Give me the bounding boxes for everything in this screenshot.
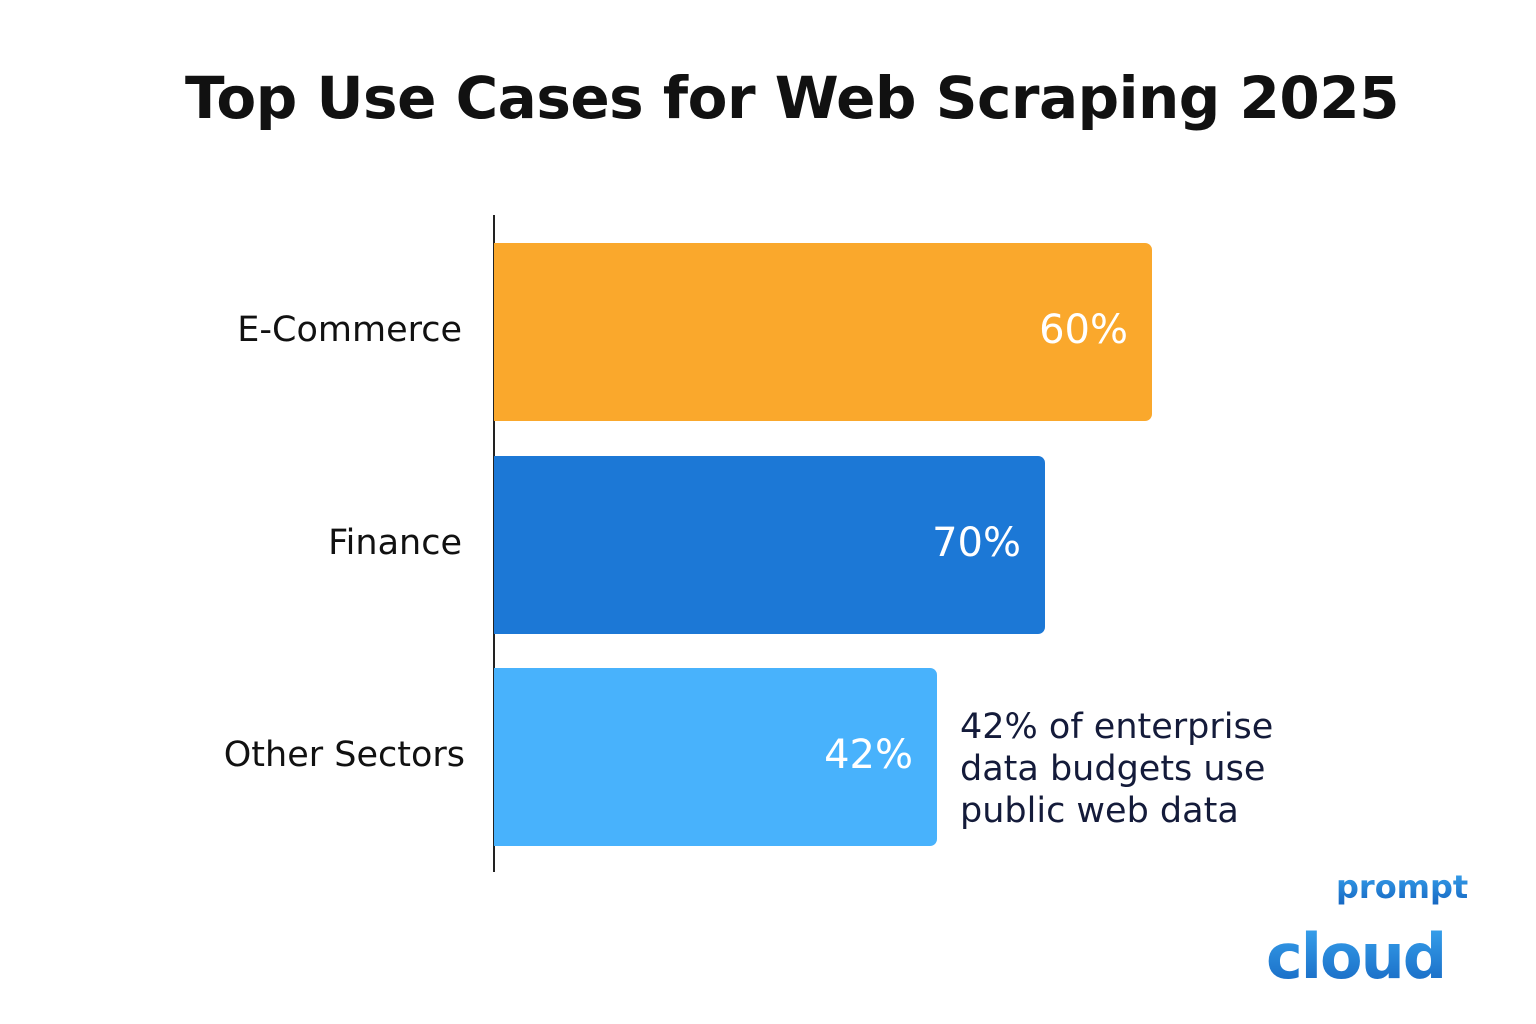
- chart-title: Top Use Cases for Web Scraping 2025: [185, 64, 1399, 132]
- bar-finance: [494, 456, 1045, 634]
- prompt-cloud-logo: prompt cloud: [1266, 868, 1485, 993]
- annotation-line: data budgets use: [960, 749, 1266, 789]
- svg-text:cloud: cloud: [1266, 920, 1445, 993]
- category-label: E-Commerce: [237, 310, 462, 350]
- bar-other-sectors: [494, 668, 937, 846]
- category-label: Other Sectors: [223, 735, 465, 775]
- data-label: 42%: [824, 732, 913, 778]
- annotation: 42% of enterprise data budgets use publi…: [960, 706, 1273, 832]
- annotation-line: public web data: [960, 791, 1239, 831]
- data-label: 70%: [932, 520, 1021, 566]
- bar-e-commerce: [494, 243, 1152, 421]
- category-label: Finance: [328, 523, 462, 563]
- y-axis-line: [493, 215, 495, 872]
- annotation-line: 42% of enterprise: [960, 707, 1274, 747]
- data-label: 60%: [1039, 307, 1128, 353]
- svg-text:prompt: prompt: [1336, 868, 1468, 906]
